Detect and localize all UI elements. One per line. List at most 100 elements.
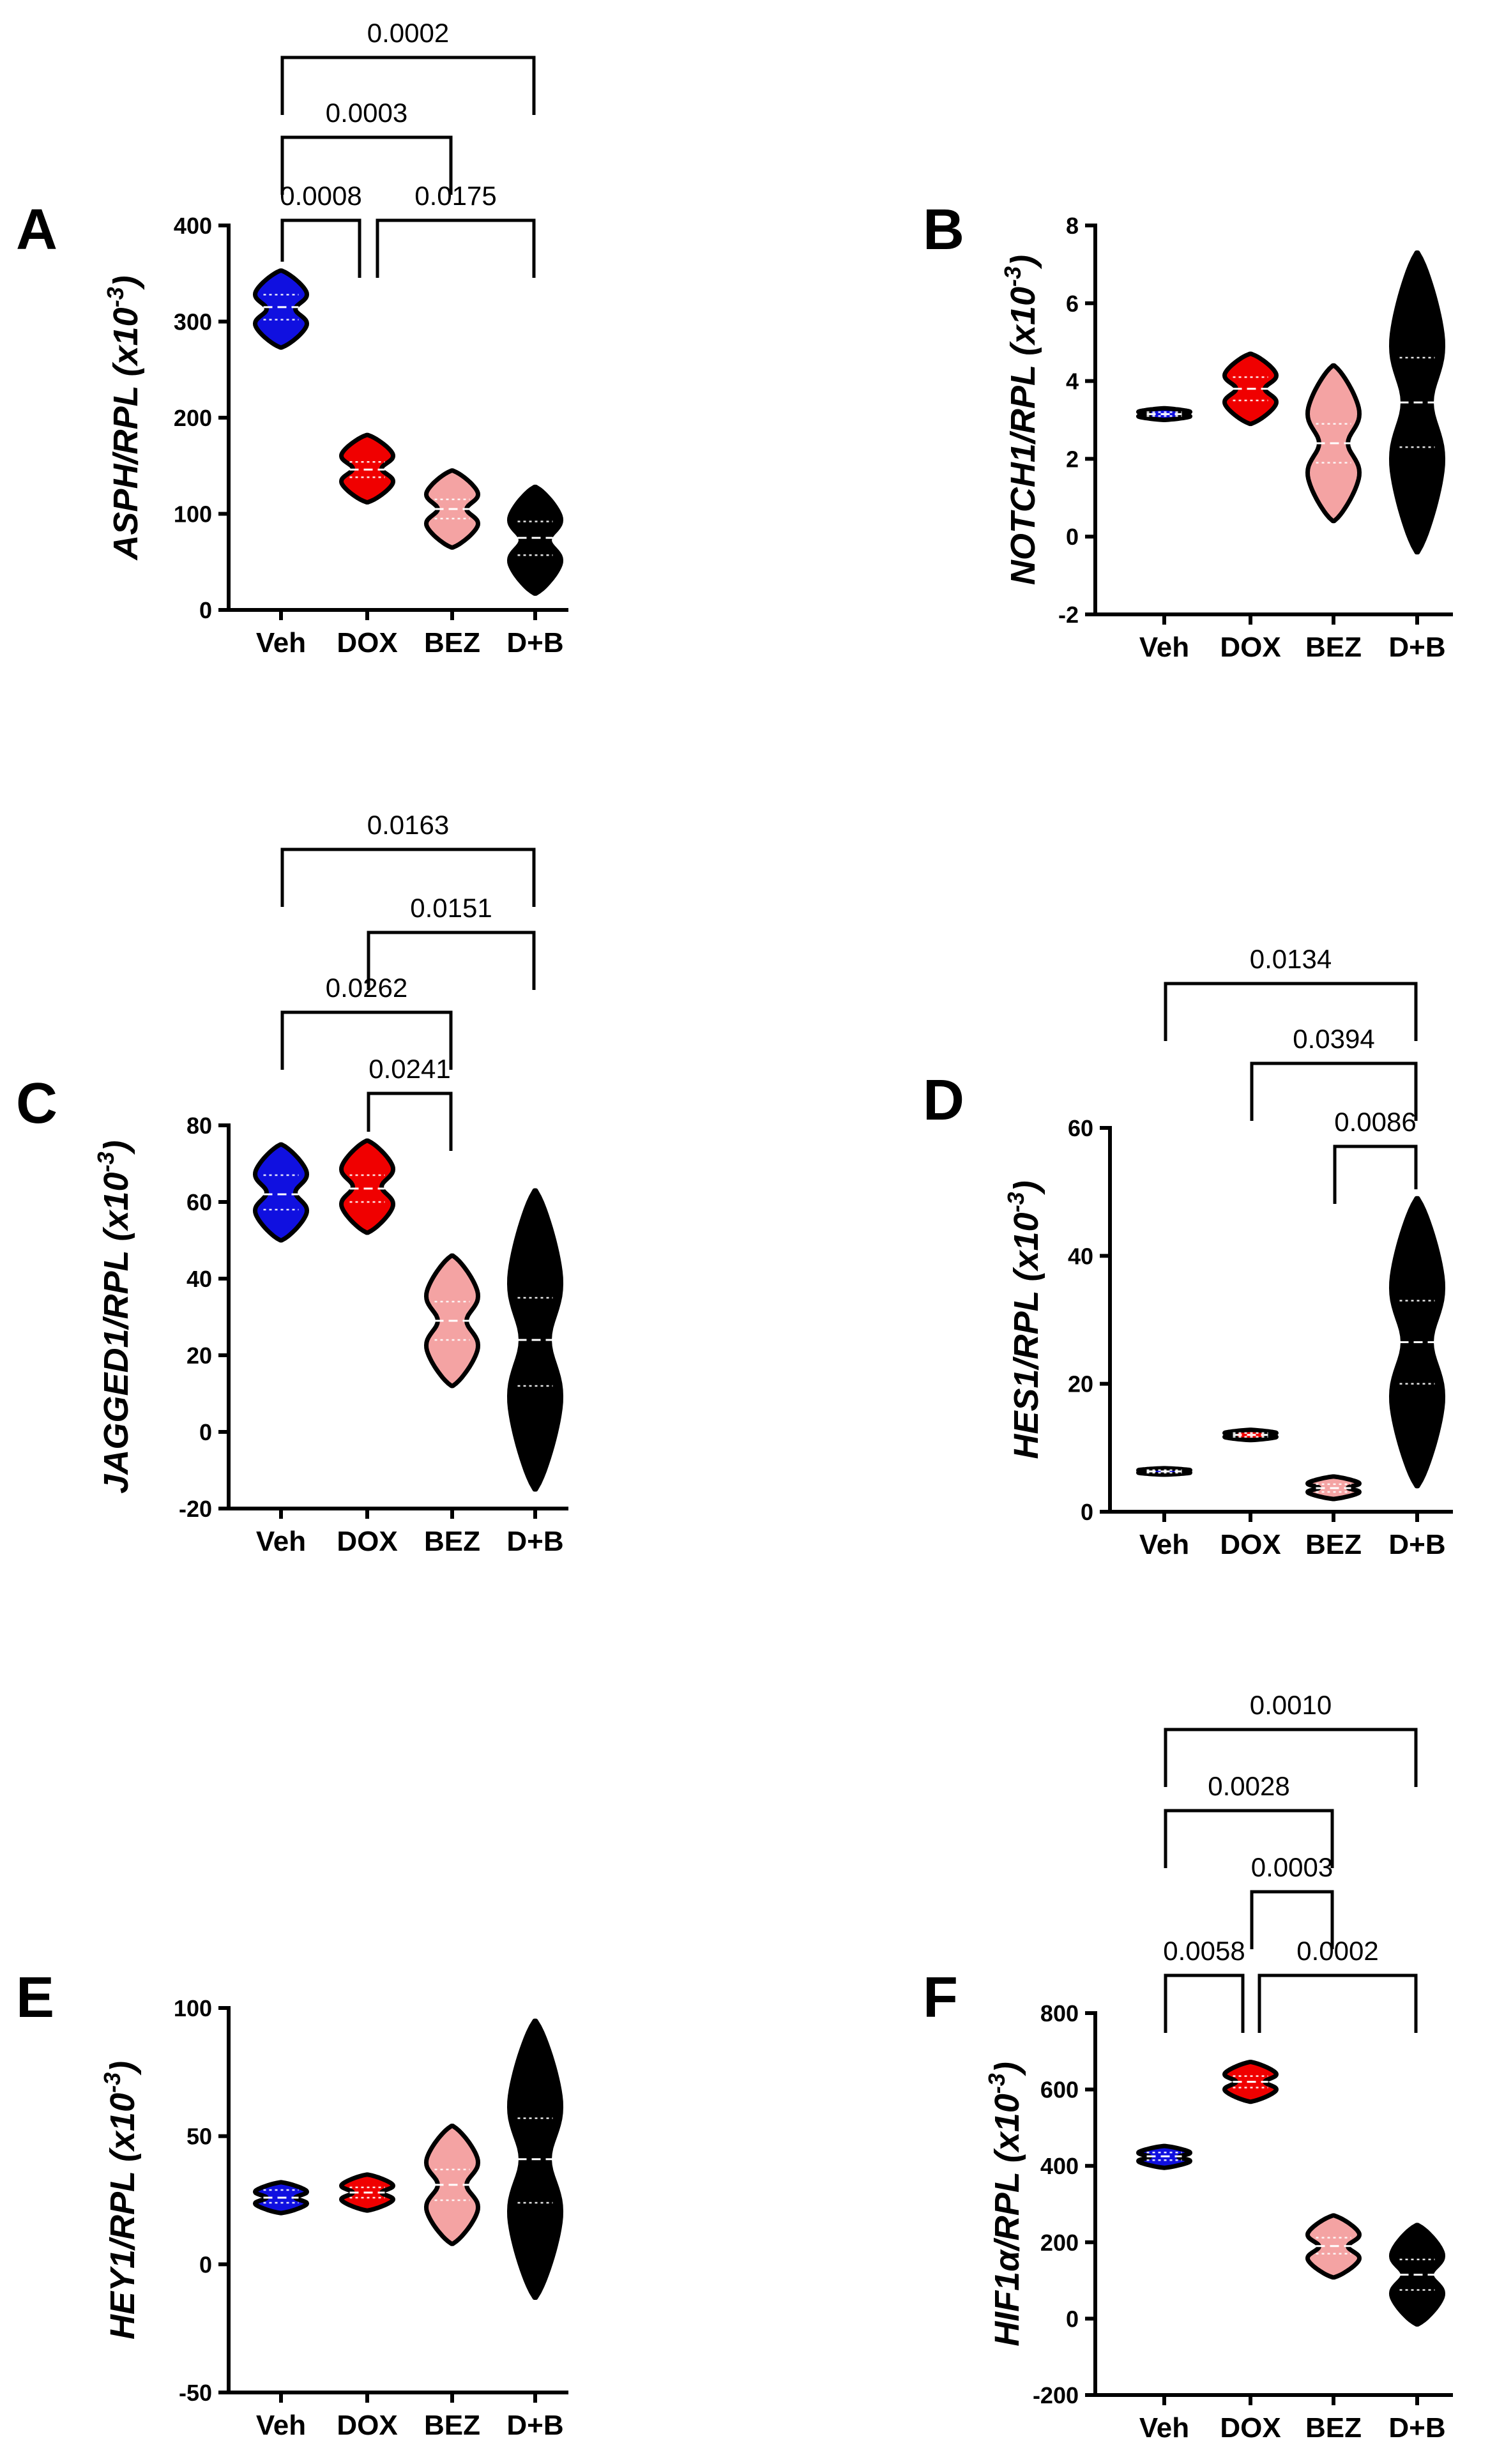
y-tick-label: 40	[1068, 1243, 1093, 1269]
y-axis-label: ASPH/RPL (x10-3)	[102, 275, 145, 561]
x-tick-label: BEZ	[1305, 632, 1362, 663]
p-value-label: 0.0241	[369, 1054, 450, 1084]
x-tick-label: Veh	[1139, 1529, 1189, 1560]
y-axis-label-unit: (x10	[103, 2093, 142, 2162]
panel-b: B -2 0 2 4 6 8 Veh DOX BEZ D+B NOTCH1/RPL (x10-3)	[923, 198, 1453, 663]
y-tick-label: -200	[1033, 2382, 1079, 2408]
y-tick-label: 20	[1068, 1371, 1093, 1397]
x-tick-label: BEZ	[1305, 2412, 1362, 2444]
panel-d: D 0 20 40 60 Veh DOX BEZ D+B HES1/RPL (x10-3) 0.01…	[923, 944, 1453, 1560]
x-tick-label: BEZ	[424, 1526, 480, 1557]
x-tick-label: Veh	[1139, 632, 1189, 663]
y-axis-label-unit: (x10	[97, 1172, 135, 1241]
p-value-label: 0.0394	[1293, 1024, 1374, 1054]
x-tick-label: BEZ	[1305, 1529, 1362, 1560]
panel-letter: A	[16, 198, 57, 262]
y-tick-label: 2	[1066, 446, 1079, 472]
x-tick-label: BEZ	[424, 627, 480, 658]
y-axis-label-close: )	[988, 2062, 1026, 2076]
y-tick-label: 400	[1040, 2153, 1079, 2179]
y-axis-label-exponent: -3	[93, 1152, 119, 1172]
significance-bracket	[1164, 982, 1418, 1041]
x-tick-label: Veh	[256, 1526, 306, 1557]
x-tick-label: DOX	[337, 1526, 397, 1557]
y-axis-label: JAGGED1/RPL (x10-3)	[93, 1140, 135, 1493]
y-axis-label-main: JAGGED1/RPL	[97, 1241, 135, 1493]
x-tick-label: BEZ	[424, 2410, 480, 2441]
p-value-label: 0.0175	[414, 181, 496, 211]
panel-letter: E	[16, 1966, 54, 2030]
violin-veh	[253, 1142, 309, 1243]
panel-a: A 0 100 200 300 400 Veh DOX BEZ D+B ASPH/RPL (x10-…	[16, 18, 568, 658]
y-tick-label: 200	[1040, 2230, 1079, 2256]
y-tick-label: -20	[179, 1496, 212, 1522]
significance-bracket	[280, 218, 361, 278]
y-axis-label-exponent: -3	[984, 2073, 1010, 2094]
y-tick-label: 4	[1066, 369, 1079, 395]
x-tick-label: Veh	[1139, 2412, 1189, 2444]
y-tick-label: -2	[1058, 602, 1079, 628]
panel-c: C -20 0 20 40 60 80 Veh DOX BEZ D+B JAGGED1/RPL (x1…	[16, 810, 568, 1557]
x-tick-label: D+B	[1388, 632, 1445, 663]
y-axis-label-close: )	[1007, 1180, 1045, 1195]
significance-bracket	[1164, 1973, 1245, 2033]
y-tick-label: 6	[1066, 291, 1079, 317]
y-axis-label: HEY1/RPL (x10-3)	[99, 2061, 142, 2339]
y-axis-label-main: HEY1/RPL	[103, 2162, 142, 2339]
p-value-label: 0.0003	[326, 98, 407, 128]
y-axis-label-unit: (x10	[107, 307, 145, 376]
x-tick-label: D+B	[1388, 2412, 1445, 2444]
p-value-label: 0.0086	[1334, 1107, 1416, 1137]
violin-dox	[339, 432, 395, 505]
x-tick-label: D+B	[506, 2410, 563, 2441]
y-tick-label: 0	[199, 1419, 212, 1445]
significance-bracket	[280, 135, 453, 195]
y-axis-label-exponent: -3	[999, 266, 1026, 287]
y-axis-label-unit: (x10	[988, 2094, 1026, 2163]
y-axis-label-close: )	[103, 2061, 142, 2076]
y-axis-label-main: HES1/RPL	[1007, 1281, 1045, 1459]
significance-bracket	[1333, 1145, 1418, 1204]
y-axis-label-exponent: -3	[99, 2072, 125, 2093]
x-tick-label: Veh	[256, 2410, 306, 2441]
y-tick-label: 300	[174, 309, 212, 335]
significance-bracket	[367, 1091, 453, 1151]
y-tick-label: 40	[186, 1266, 212, 1292]
p-value-label: 0.0134	[1250, 944, 1332, 974]
y-tick-label: 400	[174, 213, 212, 239]
violin-dox	[339, 1138, 395, 1235]
significance-bracket	[1258, 1973, 1418, 2033]
x-tick-label: DOX	[1220, 632, 1280, 663]
panel-e: E -50 0 50 100 Veh DOX BEZ D+B HEY1/RPL (x10-3)	[16, 1966, 568, 2441]
y-tick-label: 600	[1040, 2077, 1079, 2103]
p-value-label: 0.0058	[1163, 1936, 1245, 1966]
y-axis-label: HIF1α/RPL (x10-3)	[984, 2062, 1026, 2346]
x-tick-label: D+B	[1388, 1529, 1445, 1560]
p-value-label: 0.0010	[1250, 1690, 1332, 1720]
significance-bracket	[1164, 1809, 1334, 1868]
y-axis-label-close: )	[1004, 255, 1042, 270]
panel-f: F -200 0 200 400 600 800 Veh DOX BEZ D+B HIF1α/RPL …	[923, 1690, 1453, 2444]
x-tick-label: DOX	[1220, 1529, 1280, 1560]
panel-letter: F	[923, 1966, 958, 2030]
y-tick-label: 8	[1066, 213, 1079, 239]
significance-bracket	[280, 1010, 453, 1070]
y-axis-label-main: HIF1α/RPL	[988, 2163, 1026, 2346]
significance-bracket	[1250, 1061, 1418, 1121]
p-value-label: 0.0151	[410, 893, 492, 923]
y-axis-label-main: ASPH/RPL	[107, 377, 145, 561]
significance-bracket	[376, 218, 536, 278]
y-tick-label: 100	[174, 1995, 212, 2021]
y-tick-label: 200	[174, 405, 212, 431]
p-value-label: 0.0008	[280, 181, 361, 211]
y-tick-label: 80	[186, 1113, 212, 1139]
y-axis-label-exponent: -3	[1003, 1192, 1029, 1212]
panel-letter: C	[16, 1072, 57, 1136]
y-tick-label: 0	[1066, 524, 1079, 550]
y-axis-label-close: )	[97, 1140, 135, 1155]
p-value-label: 0.0262	[326, 973, 407, 1003]
panel-letter: B	[923, 198, 964, 262]
y-axis-label: NOTCH1/RPL (x10-3)	[999, 255, 1042, 585]
x-tick-label: Veh	[256, 627, 306, 658]
